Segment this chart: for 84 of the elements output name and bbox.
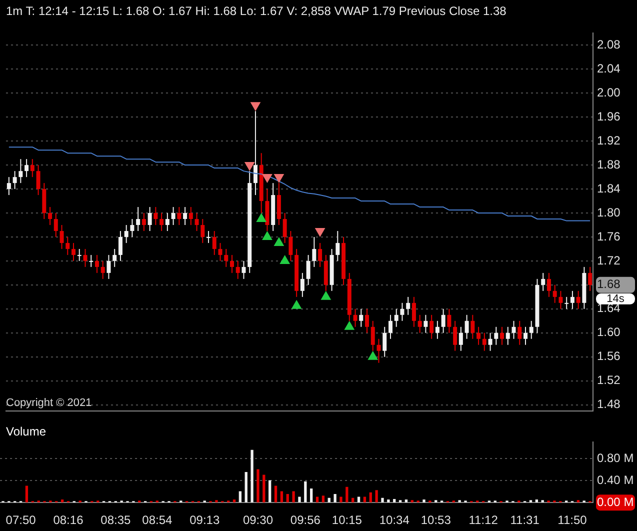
chart-title: Volume <box>6 424 46 438</box>
candlestick <box>564 296 569 309</box>
point <box>344 321 354 330</box>
point <box>292 300 302 309</box>
bar <box>404 500 408 502</box>
bar <box>340 496 342 502</box>
y-tick-label: 1.96 <box>597 109 621 124</box>
bar <box>322 496 325 502</box>
bar <box>304 481 307 502</box>
point <box>250 102 260 111</box>
bar <box>244 472 248 502</box>
y-tick-label: 1.48 <box>597 397 621 412</box>
x-tick-label: 07:50 <box>6 513 36 528</box>
x-tick-label: 09:30 <box>242 513 274 528</box>
bar <box>334 494 336 502</box>
candlestick <box>89 254 94 267</box>
y-tick-label: 1.88 <box>597 157 621 172</box>
y-tick-label: 1.72 <box>597 253 621 268</box>
bar <box>60 500 64 502</box>
point <box>262 174 272 183</box>
bar <box>393 498 396 502</box>
x-tick-label: 11:31 <box>510 513 540 528</box>
point <box>321 291 331 300</box>
bar <box>250 450 254 502</box>
x-tick-label: 10:15 <box>332 513 362 528</box>
point <box>244 162 254 171</box>
point <box>274 237 284 246</box>
y-tick-label: 1.56 <box>597 349 621 364</box>
y-tick-label: 1.60 <box>597 325 621 340</box>
bar <box>535 500 538 502</box>
bar <box>298 496 301 502</box>
chart-title: 1m T: 12:14 - 12:15 L: 1.68 O: 1.67 Hi: 1.68 Lo: 1.67 V: 2,858 VWAP 1.79 Previous Close 1.38 <box>5 3 508 20</box>
y-tick-label: 2.08 <box>597 38 621 52</box>
x-tick-label: 09:56 <box>290 513 321 528</box>
bar <box>357 496 360 502</box>
y-tick-label: 1.76 <box>597 229 621 244</box>
y-tick-label: 1.68 <box>597 277 621 292</box>
bar <box>369 492 372 502</box>
bar <box>292 491 295 502</box>
bar <box>363 496 366 502</box>
bar <box>316 496 319 502</box>
y-tick-label: 0.00 M <box>597 494 634 509</box>
bar <box>232 500 236 502</box>
y-tick-label: 1.80 <box>597 205 621 220</box>
bar <box>328 498 330 502</box>
candlestick <box>77 248 82 261</box>
point <box>256 214 266 222</box>
bar <box>422 500 426 502</box>
x-tick-label: 10:34 <box>379 513 410 528</box>
y-tick-label: 2.00 <box>597 85 621 100</box>
point <box>262 231 272 240</box>
candlestick <box>206 230 211 243</box>
bar <box>280 491 284 502</box>
bar <box>310 488 313 502</box>
bar <box>387 500 390 502</box>
bar <box>286 494 289 502</box>
y-tick-label: 1.52 <box>597 373 621 388</box>
x-tick-label: 08:35 <box>100 513 132 528</box>
bar <box>346 486 348 502</box>
point <box>274 174 284 183</box>
bar <box>352 498 354 502</box>
bar <box>238 491 242 502</box>
x-tick-label: 08:54 <box>142 513 173 528</box>
bar <box>375 490 378 502</box>
annotation: Copyright © 2021 <box>6 396 92 409</box>
point <box>315 228 325 236</box>
y-tick-label: 1.84 <box>597 181 621 196</box>
bar <box>262 474 266 502</box>
bar <box>274 486 278 502</box>
y-tick-label: 0.40 M <box>597 472 634 487</box>
x-tick-label: 10:53 <box>420 513 452 528</box>
x-tick-label: 09:13 <box>190 513 220 528</box>
y-tick-label: 0.80 M <box>597 450 634 465</box>
bar <box>268 480 272 502</box>
x-tick-label: 11:12 <box>468 513 498 528</box>
bar <box>256 469 260 502</box>
y-tick-label: 1.92 <box>597 133 621 148</box>
y-tick-label: 2.04 <box>597 61 621 76</box>
bar <box>25 486 28 502</box>
x-tick-label: 08:16 <box>53 513 84 528</box>
x-tick-label: 11:50 <box>558 513 588 528</box>
bar <box>381 498 384 502</box>
point <box>368 351 378 360</box>
point <box>280 255 290 264</box>
